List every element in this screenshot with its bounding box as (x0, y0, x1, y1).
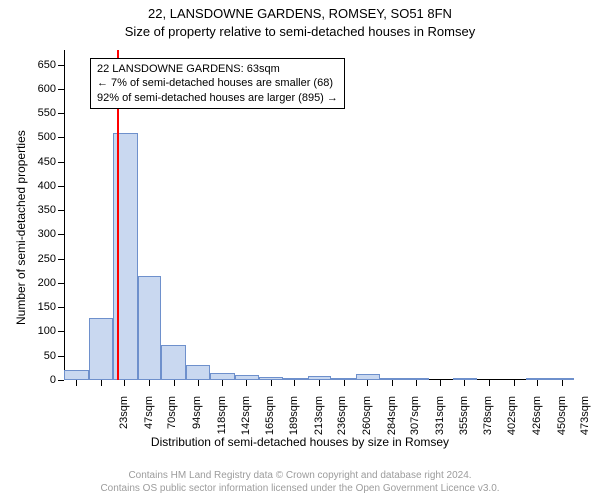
x-tick (416, 380, 417, 386)
y-tick (58, 137, 64, 138)
y-tick-label: 150 (26, 301, 56, 313)
y-tick (58, 65, 64, 66)
annotation-line: 22 LANSDOWNE GARDENS: 63sqm (97, 62, 338, 76)
x-tick (149, 380, 150, 386)
y-tick (58, 234, 64, 235)
y-tick (58, 89, 64, 90)
y-tick-label: 50 (26, 350, 56, 362)
y-tick (58, 186, 64, 187)
annotation-box: 22 LANSDOWNE GARDENS: 63sqm ← 7% of semi… (90, 58, 345, 109)
footer-line: Contains OS public sector information li… (0, 483, 600, 496)
y-tick-label: 400 (26, 180, 56, 192)
x-tick (489, 380, 490, 386)
y-tick (58, 380, 64, 381)
y-tick (58, 283, 64, 284)
y-tick (58, 331, 64, 332)
x-tick (464, 380, 465, 386)
x-tick (367, 380, 368, 386)
y-tick-label: 0 (26, 374, 56, 386)
y-tick (58, 307, 64, 308)
histogram-bar (138, 276, 162, 380)
x-axis-label: Distribution of semi-detached houses by … (0, 435, 600, 449)
x-tick (271, 380, 272, 386)
histogram-bar (283, 378, 308, 380)
y-tick-label: 450 (26, 156, 56, 168)
y-tick (58, 210, 64, 211)
y-tick-label: 500 (26, 131, 56, 143)
x-tick (246, 380, 247, 386)
y-tick-label: 600 (26, 83, 56, 95)
x-tick (344, 380, 345, 386)
x-tick (198, 380, 199, 386)
x-tick (174, 380, 175, 386)
annotation-line: ← 7% of semi-detached houses are smaller… (97, 76, 338, 90)
y-tick (58, 113, 64, 114)
y-tick-label: 100 (26, 325, 56, 337)
footer-line: Contains HM Land Registry data © Crown c… (0, 470, 600, 483)
y-tick-label: 550 (26, 107, 56, 119)
x-tick (124, 380, 125, 386)
x-tick (319, 380, 320, 386)
chart-title-line1: 22, LANSDOWNE GARDENS, ROMSEY, SO51 8FN (0, 6, 600, 21)
y-tick-label: 200 (26, 277, 56, 289)
x-tick (101, 380, 102, 386)
histogram-bar (64, 370, 89, 380)
y-tick (58, 356, 64, 357)
y-tick-label: 250 (26, 253, 56, 265)
histogram-bar (161, 345, 186, 380)
y-tick (58, 259, 64, 260)
chart-title-line2: Size of property relative to semi-detach… (0, 24, 600, 39)
histogram-bar (89, 318, 114, 380)
histogram-bar (186, 365, 211, 380)
histogram-bar (210, 373, 235, 380)
y-axis-line (64, 50, 65, 380)
annotation-line: 92% of semi-detached houses are larger (… (97, 91, 338, 105)
y-tick-label: 650 (26, 59, 56, 71)
y-tick-label: 300 (26, 228, 56, 240)
x-tick (76, 380, 77, 386)
x-tick (562, 380, 563, 386)
footer-attribution: Contains HM Land Registry data © Crown c… (0, 470, 600, 495)
plot-area: 22 LANSDOWNE GARDENS: 63sqm ← 7% of semi… (64, 50, 574, 380)
histogram-bar (356, 374, 381, 380)
x-tick (392, 380, 393, 386)
x-tick (222, 380, 223, 386)
y-tick-label: 350 (26, 204, 56, 216)
x-tick (440, 380, 441, 386)
x-tick (294, 380, 295, 386)
y-tick (58, 162, 64, 163)
x-tick (537, 380, 538, 386)
x-tick (514, 380, 515, 386)
